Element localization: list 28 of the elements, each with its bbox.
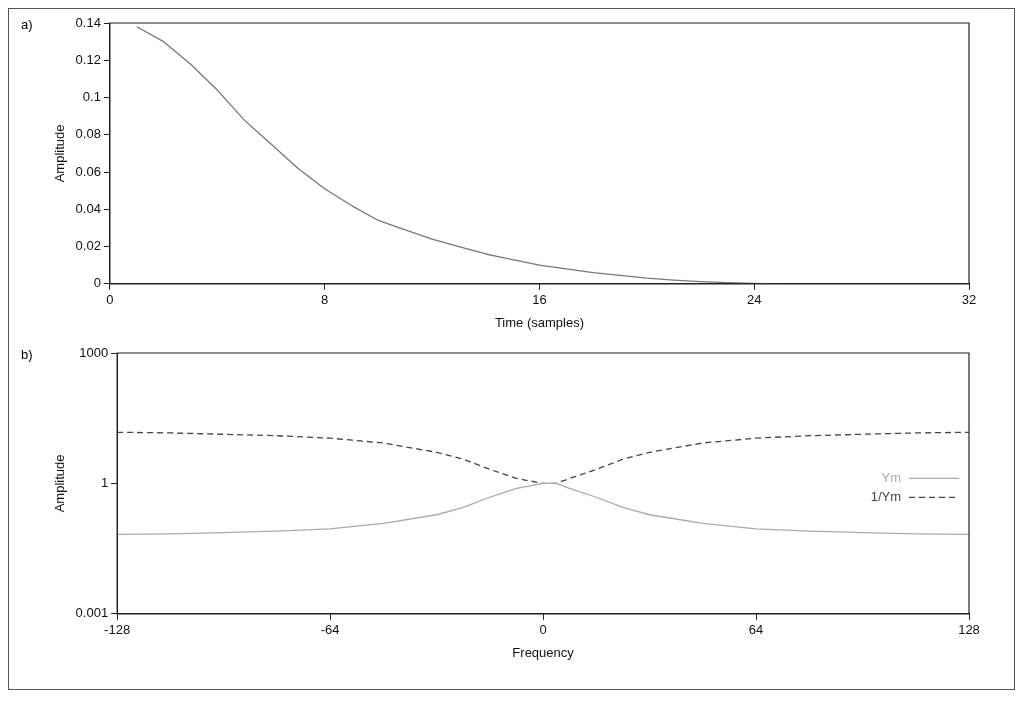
y-axis-title: Amplitude <box>52 454 68 513</box>
y-tick-label: 1000 <box>79 344 109 360</box>
y-tick-label: 0.08 <box>75 126 101 142</box>
y-tick-label: 0.001 <box>75 605 109 621</box>
text: a) <box>21 17 33 32</box>
y-tick-label: 0.1 <box>82 89 101 105</box>
y-tick-label: 0.06 <box>75 163 101 179</box>
y-tick-label: 1 <box>100 474 109 490</box>
x-tick-label: 128 <box>958 622 980 638</box>
x-tick-label: 16 <box>532 292 547 308</box>
y-axis-title: Amplitude <box>52 124 68 183</box>
y-tick-label: 0.12 <box>75 51 101 67</box>
text: b) <box>21 347 33 362</box>
x-tick-label: 8 <box>321 292 329 308</box>
x-tick-label: 24 <box>746 292 762 308</box>
x-tick-label: -64 <box>320 622 340 638</box>
x-tick-label: 32 <box>961 292 977 308</box>
legend-label: Ym <box>881 469 901 485</box>
x-tick-label: 64 <box>748 622 764 638</box>
y-tick-label: 0.14 <box>75 14 101 30</box>
x-axis-title: Time (samples) <box>494 314 584 330</box>
y-tick-label: 0 <box>93 275 101 291</box>
legend-label: 1/Ym <box>870 488 901 504</box>
x-tick-label: -128 <box>104 622 131 638</box>
y-tick-label: 0.02 <box>75 238 101 254</box>
y-tick-label: 0.04 <box>75 200 101 216</box>
x-tick-label: 0 <box>539 622 547 638</box>
x-axis-title: Frequency <box>512 644 575 660</box>
